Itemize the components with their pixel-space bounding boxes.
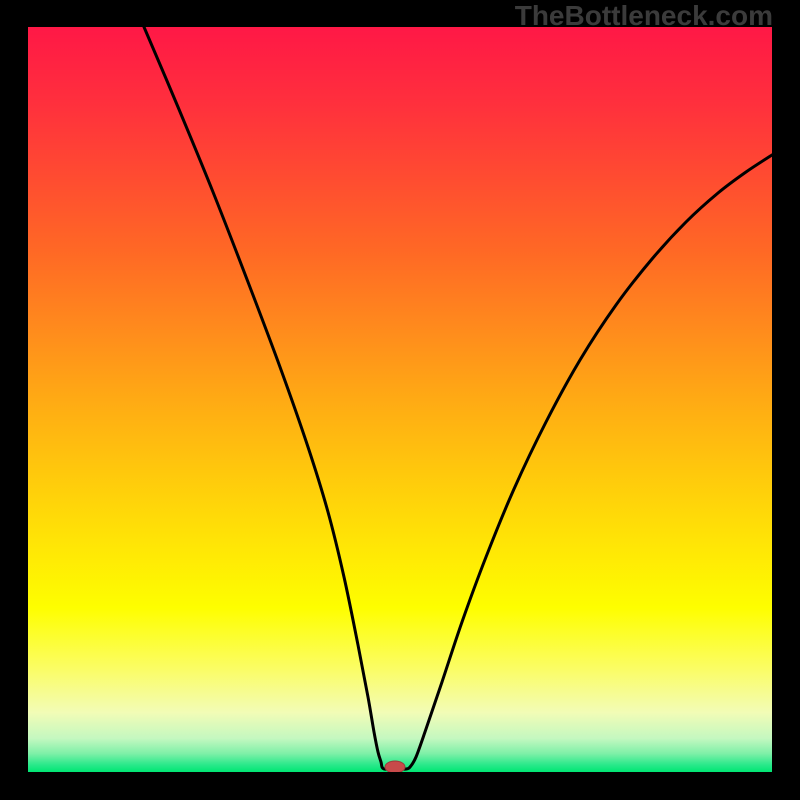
watermark-text: TheBottleneck.com — [515, 0, 773, 32]
plot-area — [28, 27, 772, 772]
bottleneck-curve — [144, 27, 772, 769]
curve-overlay — [28, 27, 772, 772]
optimum-marker — [385, 761, 405, 772]
chart-container: TheBottleneck.com — [0, 0, 800, 800]
